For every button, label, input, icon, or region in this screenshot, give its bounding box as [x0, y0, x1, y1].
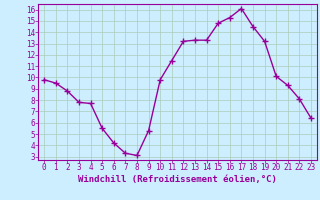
X-axis label: Windchill (Refroidissement éolien,°C): Windchill (Refroidissement éolien,°C): [78, 175, 277, 184]
